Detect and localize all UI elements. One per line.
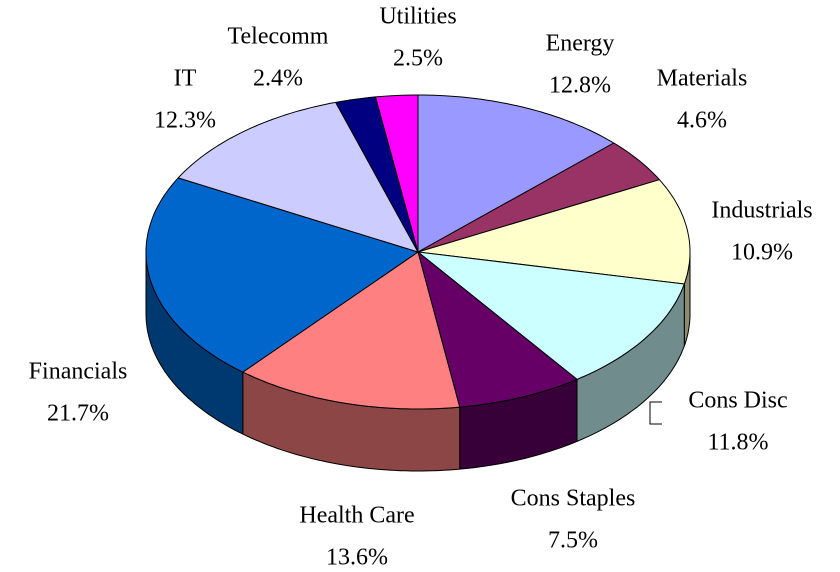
slice-label: Financials bbox=[29, 359, 128, 385]
value-label: 2.4% bbox=[253, 66, 303, 92]
value-label: 10.9% bbox=[731, 240, 793, 266]
slice bbox=[375, 94, 419, 253]
leader-line bbox=[649, 401, 662, 425]
slice-label: Energy bbox=[546, 31, 615, 57]
value-label: 2.5% bbox=[393, 46, 443, 72]
value-label: 12.8% bbox=[549, 73, 611, 99]
slice-label: Utilities bbox=[379, 4, 456, 30]
slice bbox=[417, 179, 691, 285]
slice-label: Cons Staples bbox=[511, 486, 636, 512]
value-label: 12.3% bbox=[154, 108, 216, 134]
value-label: 11.8% bbox=[707, 430, 768, 456]
slice bbox=[417, 251, 578, 408]
slice bbox=[417, 142, 660, 253]
slice-label: Telecomm bbox=[228, 24, 329, 50]
slice bbox=[242, 251, 461, 410]
value-label: 21.7% bbox=[47, 401, 109, 427]
value-label: 13.6% bbox=[326, 545, 388, 571]
value-label: 7.5% bbox=[548, 528, 598, 554]
slice bbox=[417, 94, 615, 253]
slice-label: Industrials bbox=[711, 198, 812, 224]
slice bbox=[145, 177, 419, 373]
slice-label: Health Care bbox=[299, 503, 414, 529]
slice-label: Materials bbox=[657, 66, 748, 92]
value-label: 4.6% bbox=[677, 108, 727, 134]
slice bbox=[177, 101, 419, 253]
slice bbox=[417, 251, 685, 380]
slice-label: Cons Disc bbox=[688, 388, 787, 414]
slice-label: IT bbox=[174, 66, 197, 92]
slice bbox=[335, 96, 419, 253]
